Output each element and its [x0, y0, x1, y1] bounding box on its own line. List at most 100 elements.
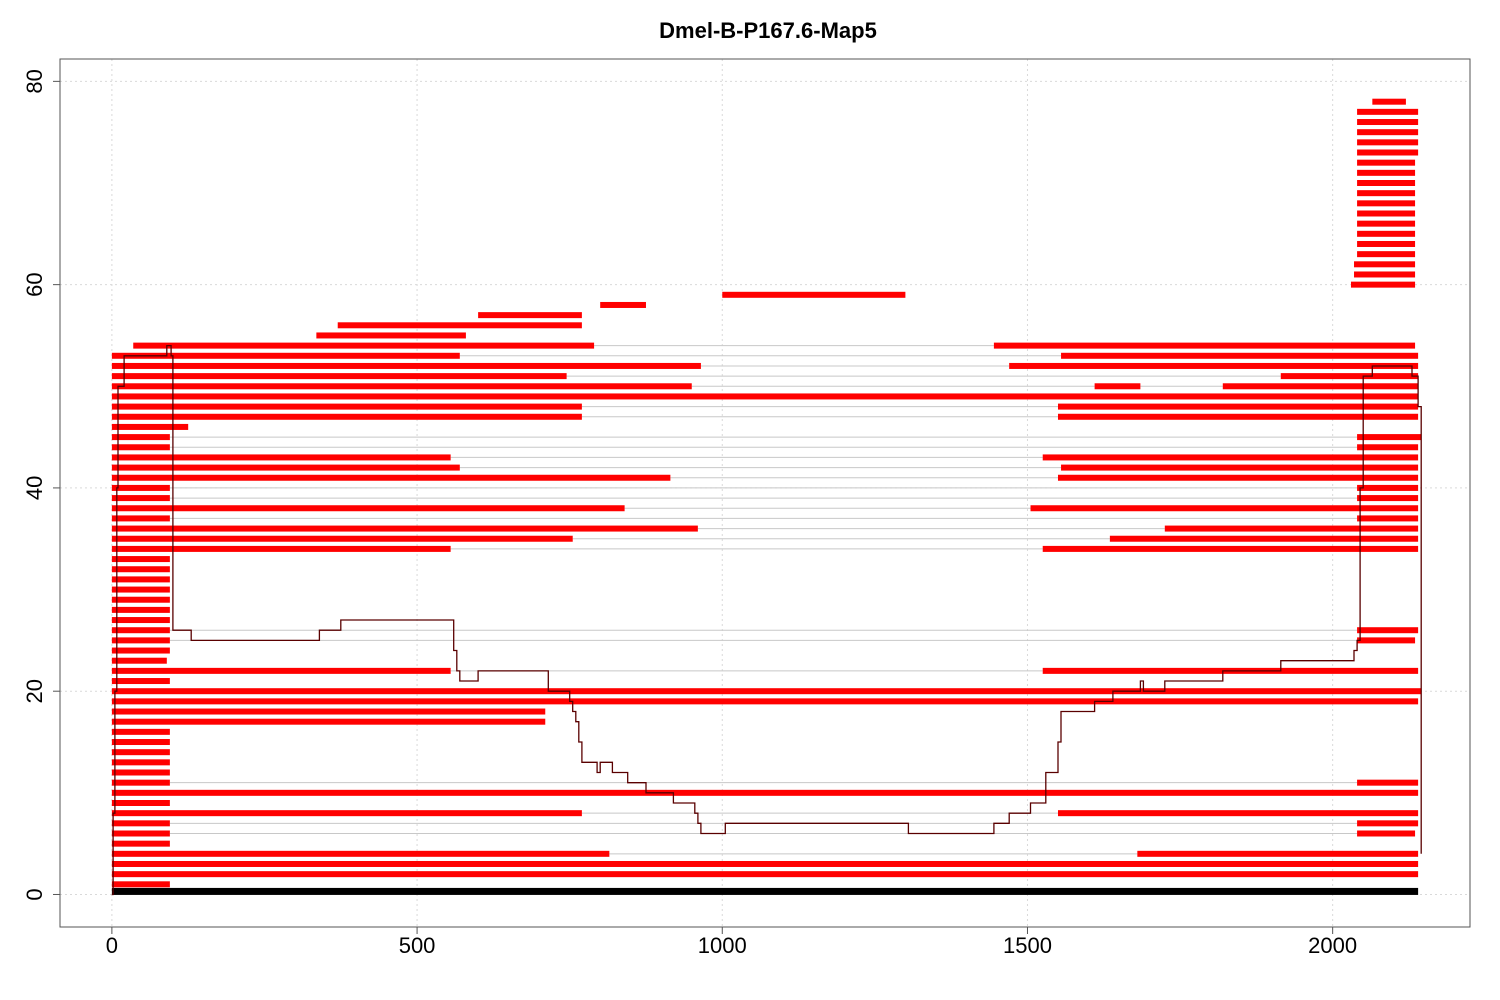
- read-segment: [111, 789, 1419, 796]
- read-segment: [111, 698, 1419, 705]
- read-segment: [111, 728, 170, 735]
- x-tick-label: 500: [399, 933, 436, 958]
- read-segment: [111, 627, 170, 634]
- read-segment: [111, 871, 1419, 878]
- read-segment: [111, 413, 582, 420]
- y-tick-label: 80: [22, 69, 47, 93]
- read-segment: [478, 312, 582, 319]
- coverage-layer: [111, 344, 1422, 896]
- read-segment: [1354, 261, 1416, 268]
- read-segment: [111, 830, 170, 837]
- read-segment: [111, 688, 1422, 695]
- read-segment: [1057, 810, 1419, 817]
- read-segment: [111, 769, 170, 776]
- read-segment: [111, 667, 451, 674]
- read-segment: [111, 434, 170, 441]
- read-segment: [1357, 108, 1419, 115]
- read-segment: [133, 342, 595, 349]
- reference-bar: [111, 887, 1419, 895]
- read-segment: [1357, 484, 1419, 491]
- read-segment: [111, 515, 170, 522]
- coverage-line: [111, 344, 1422, 896]
- read-segment: [1057, 474, 1419, 481]
- read-segment: [111, 637, 170, 644]
- read-segment: [111, 545, 451, 552]
- read-segment: [111, 454, 451, 461]
- read-segment: [1061, 352, 1419, 359]
- read-segment: [111, 718, 546, 725]
- read-segment: [1009, 362, 1419, 369]
- read-segment: [1357, 180, 1416, 186]
- read-segment: [1061, 464, 1419, 471]
- read-segment: [1057, 413, 1419, 420]
- read-segment: [1042, 545, 1419, 552]
- read-segment: [1280, 373, 1419, 380]
- read-segment: [1357, 515, 1419, 522]
- x-tick-label: 1000: [698, 933, 747, 958]
- read-segment: [111, 393, 1419, 400]
- x-tick-label: 0: [106, 933, 118, 958]
- read-segment: [111, 850, 610, 857]
- read-segment: [1357, 149, 1419, 156]
- read-segment: [111, 373, 567, 380]
- read-segment: [111, 352, 460, 359]
- read-segment: [111, 596, 170, 603]
- read-segment: [111, 556, 170, 563]
- read-segment: [111, 708, 546, 715]
- read-segment: [111, 444, 170, 451]
- read-segment: [111, 586, 170, 593]
- read-segment: [111, 810, 582, 817]
- read-segment: [1094, 383, 1141, 390]
- read-segment: [1357, 139, 1419, 146]
- read-segment: [1372, 98, 1406, 105]
- read-segment: [1357, 637, 1416, 644]
- read-segment: [1042, 454, 1419, 461]
- read-segment: [111, 505, 625, 512]
- read-segment: [111, 759, 170, 766]
- read-segment: [1357, 830, 1416, 837]
- read-segment: [722, 291, 906, 298]
- read-segment: [111, 739, 170, 746]
- y-tick-label: 60: [22, 272, 47, 296]
- read-segment: [111, 820, 170, 827]
- read-segment: [1357, 251, 1416, 258]
- x-tick-label: 2000: [1308, 933, 1357, 958]
- read-segment: [111, 423, 189, 430]
- read-segment: [111, 657, 167, 664]
- x-tick-label: 1500: [1003, 933, 1052, 958]
- read-segment: [1350, 281, 1416, 288]
- chart-title: Dmel-B-P167.6-Map5: [659, 18, 877, 43]
- read-segment: [1357, 210, 1416, 217]
- read-segment: [1109, 535, 1419, 542]
- y-tick-label: 0: [22, 888, 47, 900]
- read-segment: [1357, 169, 1416, 176]
- read-segment: [111, 881, 170, 888]
- read-segment: [111, 383, 692, 390]
- read-segment: [111, 606, 170, 613]
- read-segment: [1357, 820, 1419, 827]
- read-segment: [111, 535, 573, 542]
- read-segment: [1357, 119, 1419, 126]
- read-segment: [1357, 200, 1416, 207]
- read-segment: [1030, 505, 1419, 512]
- read-segment: [1357, 779, 1419, 786]
- read-segment: [1357, 220, 1416, 227]
- read-segment: [111, 749, 170, 756]
- read-segment: [1357, 627, 1419, 634]
- read-segment: [993, 342, 1416, 349]
- read-segment: [111, 678, 170, 685]
- read-segment: [111, 860, 1419, 867]
- read-segment: [111, 576, 170, 583]
- read-segment: [1164, 525, 1419, 532]
- y-tick-label: 20: [22, 679, 47, 703]
- read-segment: [1357, 230, 1416, 237]
- read-segment: [111, 840, 170, 847]
- read-segment: [1137, 850, 1419, 857]
- grid-lines: [60, 59, 1470, 927]
- read-segment: [111, 362, 701, 369]
- read-segment: [111, 800, 170, 806]
- read-segment: [1357, 159, 1416, 166]
- y-axis: 0 20 40 60 80: [22, 69, 60, 901]
- read-segment: [600, 301, 646, 308]
- read-segment: [1357, 495, 1419, 502]
